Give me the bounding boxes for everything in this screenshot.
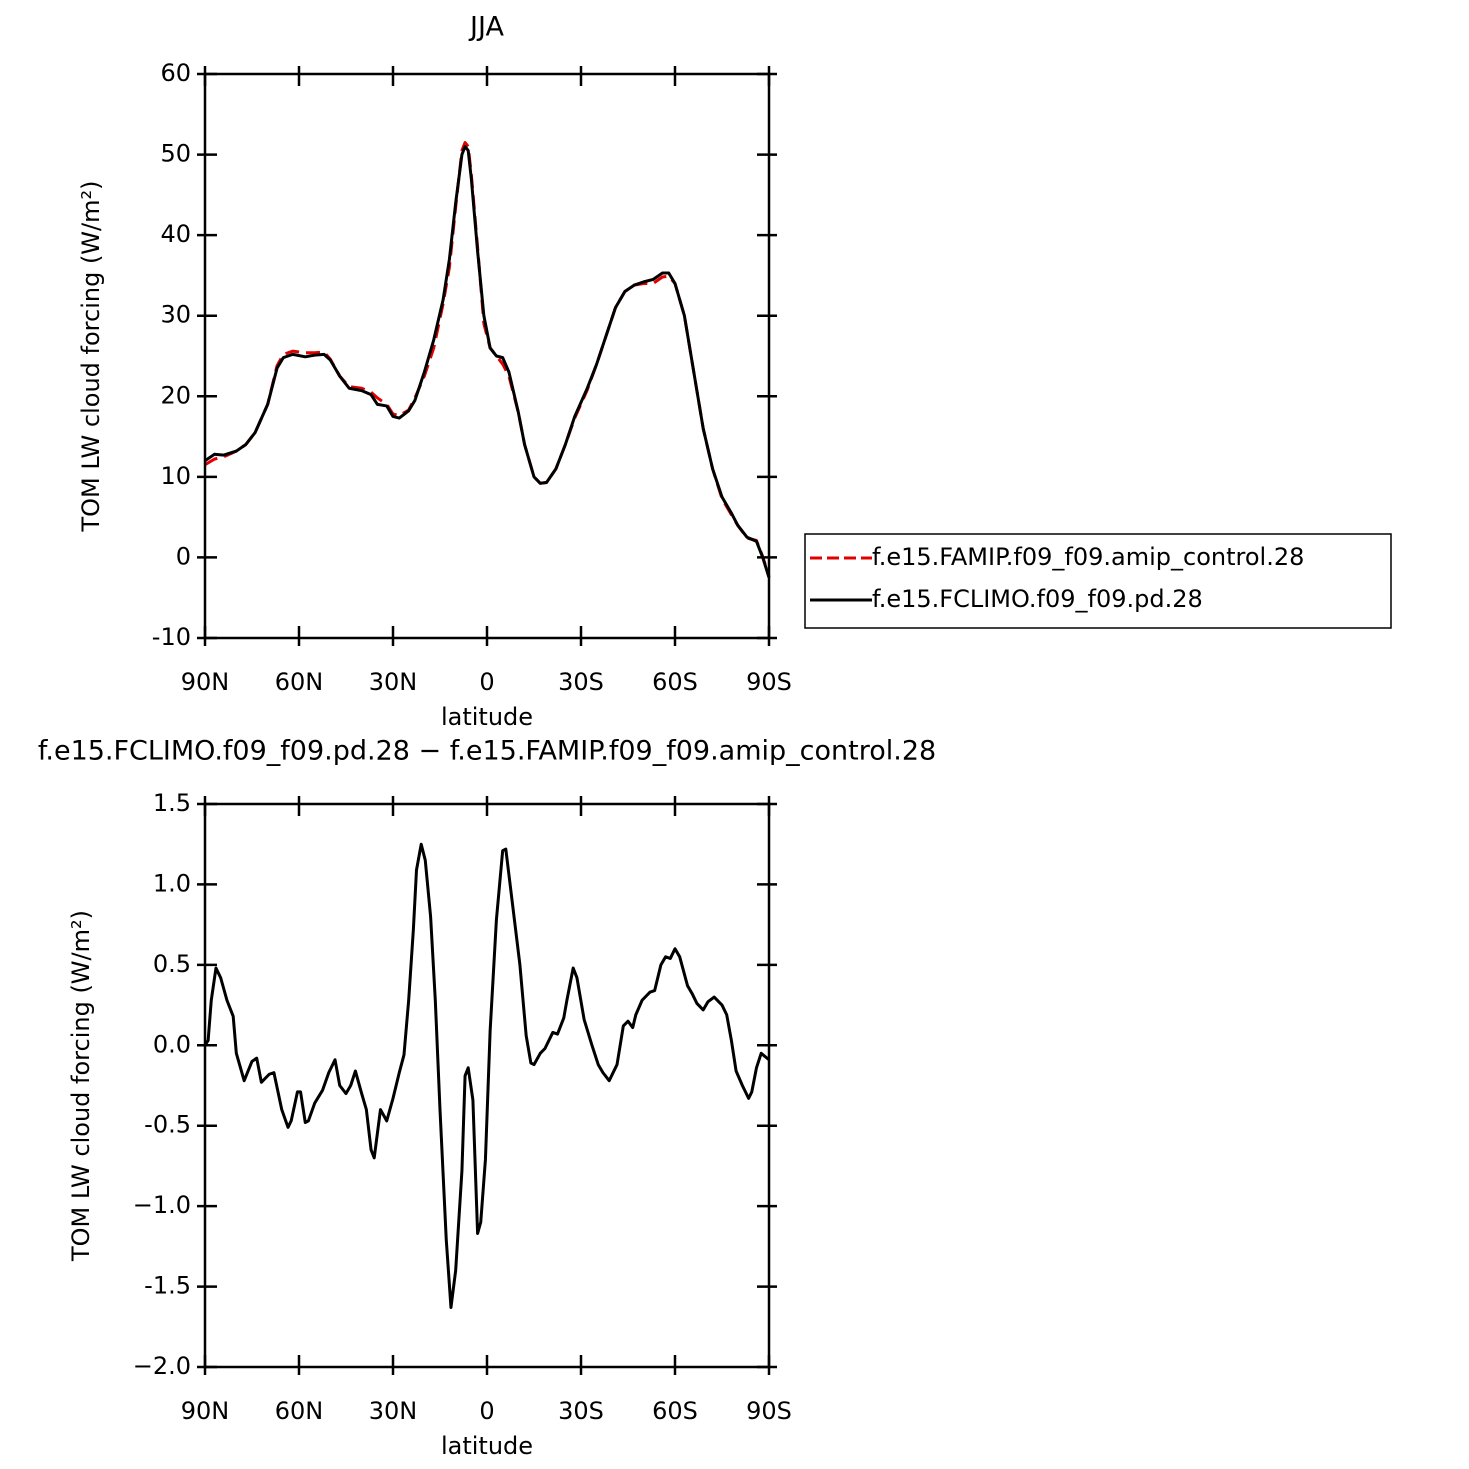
y-tick-label: 40: [160, 220, 191, 248]
data-line: [204, 145, 771, 579]
x-axis-label: latitude: [441, 703, 533, 731]
x-tick-label: 0: [479, 1397, 494, 1425]
x-tick-label: 60S: [652, 1397, 698, 1425]
legend-label: f.e15.FCLIMO.f09_f09.pd.28: [872, 585, 1203, 613]
x-tick-label: 30N: [369, 668, 418, 696]
y-tick-label: −1.0: [133, 1191, 191, 1219]
x-tick-label: 90N: [181, 1397, 230, 1425]
y-tick-label: 20: [160, 381, 191, 409]
y-axis-label: TOM LW cloud forcing (W/m²): [67, 910, 95, 1262]
legend-label: f.e15.FAMIP.f09_f09.amip_control.28: [872, 543, 1304, 571]
data-line: [203, 842, 770, 1309]
y-tick-label: 0.0: [153, 1030, 191, 1058]
chart-title: f.e15.FCLIMO.f09_f09.pd.28 − f.e15.FAMIP…: [38, 736, 936, 767]
y-tick-label: 1.0: [153, 869, 191, 897]
x-tick-label: 60N: [275, 1397, 324, 1425]
x-tick-label: 0: [479, 668, 494, 696]
y-tick-label: 10: [160, 462, 191, 490]
y-tick-label: −2.0: [133, 1352, 191, 1380]
x-tick-label: 60N: [275, 668, 324, 696]
x-tick-label: 90S: [746, 668, 792, 696]
y-axis-label: TOM LW cloud forcing (W/m²): [77, 181, 105, 533]
y-tick-label: -1.5: [144, 1272, 191, 1300]
data-line: [204, 140, 771, 578]
x-axis-label: latitude: [441, 1432, 533, 1460]
y-tick-label: 60: [160, 59, 191, 87]
y-tick-label: 0: [176, 542, 191, 570]
x-tick-label: 30S: [558, 668, 604, 696]
x-tick-label: 90N: [181, 668, 230, 696]
y-tick-label: 50: [160, 140, 191, 168]
y-tick-label: 0.5: [153, 950, 191, 978]
legend-box: [804, 533, 1392, 629]
x-tick-label: 60S: [652, 668, 698, 696]
y-tick-label: -10: [152, 623, 191, 651]
x-tick-label: 30S: [558, 1397, 604, 1425]
x-tick-label: 90S: [746, 1397, 792, 1425]
x-tick-label: 30N: [369, 1397, 418, 1425]
y-tick-label: 30: [160, 301, 191, 329]
y-tick-label: 1.5: [153, 789, 191, 817]
chart-title: JJA: [468, 12, 504, 43]
y-tick-label: -0.5: [144, 1111, 191, 1139]
